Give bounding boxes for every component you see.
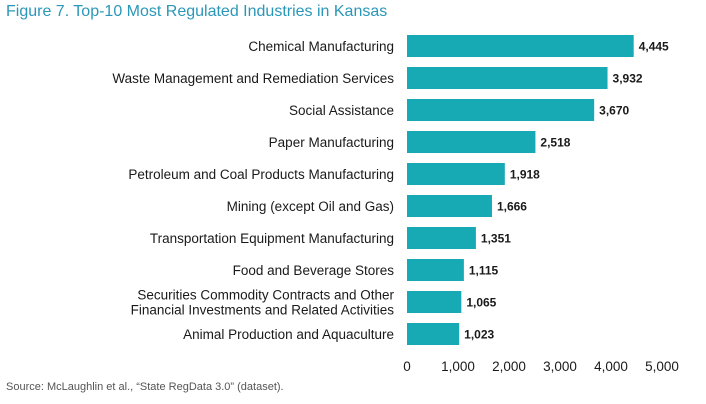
x-tick-label-4: 4,000: [594, 359, 628, 374]
value-label-3: 3,670: [599, 104, 629, 118]
bar-3: [407, 99, 595, 121]
bar-9: [407, 291, 462, 313]
bar-7: [407, 227, 476, 249]
category-label-3: Social Assistance: [289, 103, 394, 118]
value-label-10: 1,023: [464, 328, 494, 342]
value-label-9: 1,065: [466, 296, 496, 310]
value-label-8: 1,115: [469, 264, 499, 278]
category-label-5: Petroleum and Coal Products Manufacturin…: [128, 167, 394, 182]
value-label-7: 1,351: [481, 232, 511, 246]
bar-1: [407, 35, 634, 57]
category-label-10: Animal Production and Aquaculture: [183, 327, 394, 342]
bar-8: [407, 259, 464, 281]
category-label-6: Mining (except Oil and Gas): [227, 199, 394, 214]
bar-6: [407, 195, 492, 217]
bar-10: [407, 323, 460, 345]
x-tick-label-5: 5,000: [645, 359, 679, 374]
bar-2: [407, 67, 608, 89]
value-label-2: 3,932: [613, 72, 643, 86]
category-label-8: Food and Beverage Stores: [233, 263, 395, 278]
x-tick-label-3: 3,000: [543, 359, 577, 374]
category-label-9: Securities Commodity Contracts and Other…: [131, 288, 395, 318]
x-tick-label-0: 0: [403, 359, 411, 374]
value-label-4: 2,518: [540, 136, 570, 150]
category-label-2: Waste Management and Remediation Service…: [112, 71, 394, 86]
x-tick-label-1: 1,000: [441, 359, 475, 374]
category-label-7: Transportation Equipment Manufacturing: [150, 231, 394, 246]
figure-label: Figure 7.: [6, 3, 70, 20]
chart-title: Figure 7. Top-10 Most Regulated Industri…: [6, 3, 387, 21]
x-tick-label-2: 2,000: [492, 359, 526, 374]
title-text: Top-10 Most Regulated Industries in Kans…: [73, 3, 388, 20]
bar-5: [407, 163, 505, 185]
value-label-6: 1,666: [497, 200, 527, 214]
value-label-5: 1,918: [510, 168, 540, 182]
bar-4: [407, 131, 536, 153]
category-label-1: Chemical Manufacturing: [248, 39, 394, 54]
category-label-4: Paper Manufacturing: [269, 135, 394, 150]
value-label-1: 4,445: [639, 40, 669, 54]
source-note: Source: McLaughlin et al., “State RegDat…: [6, 381, 284, 393]
